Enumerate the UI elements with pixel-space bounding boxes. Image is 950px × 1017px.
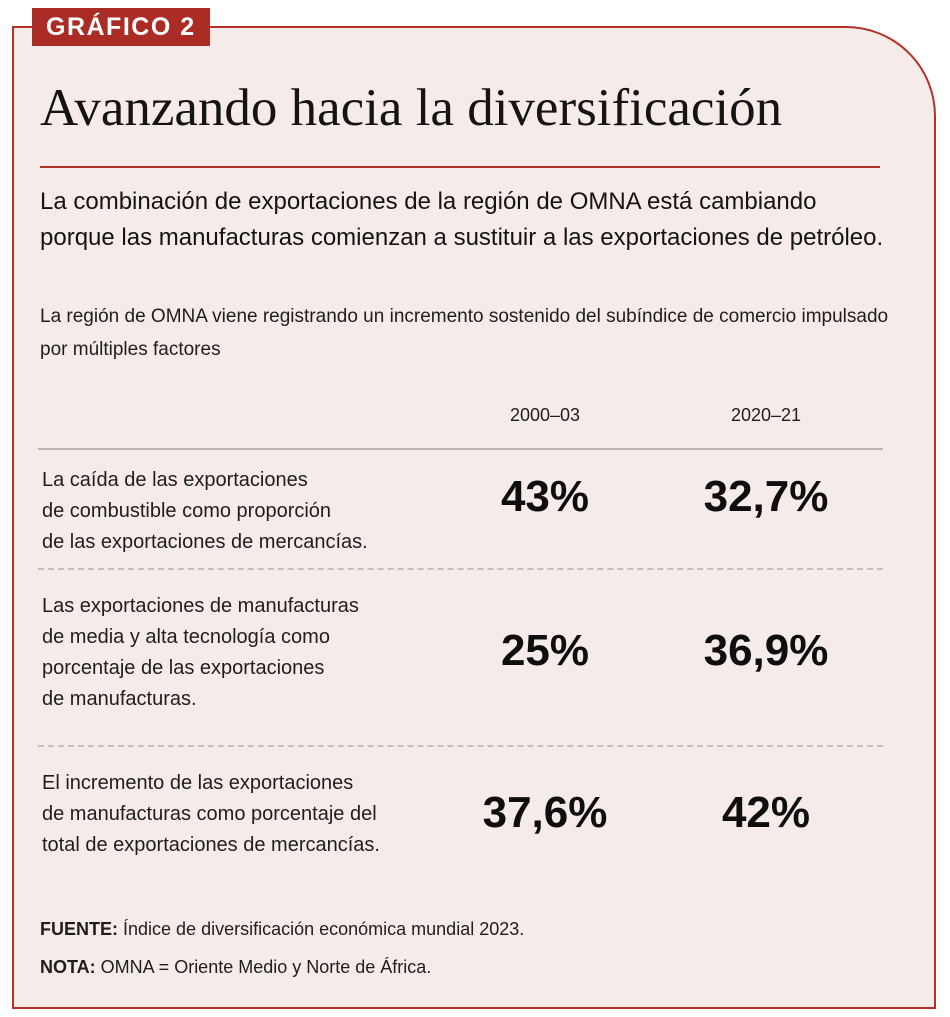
value-tech-2000-03: 25% [500, 626, 590, 675]
figure-badge: GRÁFICO 2 [32, 8, 210, 46]
row-label-line: El incremento de las exportaciones [42, 772, 354, 794]
row-label-line: La caída de las exportaciones [42, 469, 308, 491]
source-key: FUENTE: [40, 919, 118, 939]
row-label-line: de las exportaciones de mercancías. [42, 531, 368, 553]
row-label-line: Las exportaciones de manufacturas [42, 595, 359, 617]
source-text: Índice de diversificación económica mund… [123, 919, 525, 939]
figure-subtitle: La combinación de exportaciones de la re… [40, 188, 884, 251]
row-label-line: de combustible como proporción [42, 500, 332, 522]
figure-description: La región de OMNA viene registrando un i… [40, 306, 889, 360]
column-header-2020-21: 2020–21 [730, 405, 802, 425]
row-label-tech-manufactures: Las exportaciones de manufacturas de med… [42, 591, 462, 715]
row-divider [38, 568, 883, 570]
value-tech-2020-21: 36,9% [703, 626, 829, 675]
note-text: OMNA = Oriente Medio y Norte de África. [100, 957, 432, 977]
row-label-line: de manufacturas como porcentaje del [42, 803, 377, 825]
row-label-fuel-exports: La caída de las exportaciones de combust… [42, 465, 462, 558]
row-label-line: porcentaje de las exportaciones [42, 657, 325, 679]
footnote: NOTA: OMNA = Oriente Medio y Norte de Áf… [40, 957, 431, 978]
value-manufactures-2020-21: 42% [721, 788, 811, 837]
value-manufactures-2000-03: 37,6% [482, 788, 608, 837]
value-fuel-2000-03: 43% [500, 472, 590, 521]
chart-card [12, 26, 936, 1009]
figure-title: Avanzando hacia la diversificación [40, 79, 783, 137]
row-label-line: de media y alta tecnología como [42, 626, 330, 648]
title-divider [40, 166, 880, 168]
row-label-line: total de exportaciones de mercancías. [42, 834, 380, 856]
row-divider [38, 745, 883, 747]
source-note: FUENTE: Índice de diversificación económ… [40, 919, 524, 940]
header-divider [38, 448, 883, 450]
value-fuel-2020-21: 32,7% [703, 472, 829, 521]
row-label-manufactures-share: El incremento de las exportaciones de ma… [42, 768, 462, 861]
row-label-line: de manufacturas. [42, 688, 197, 710]
note-key: NOTA: [40, 957, 96, 977]
column-header-2000-03: 2000–03 [509, 405, 581, 425]
